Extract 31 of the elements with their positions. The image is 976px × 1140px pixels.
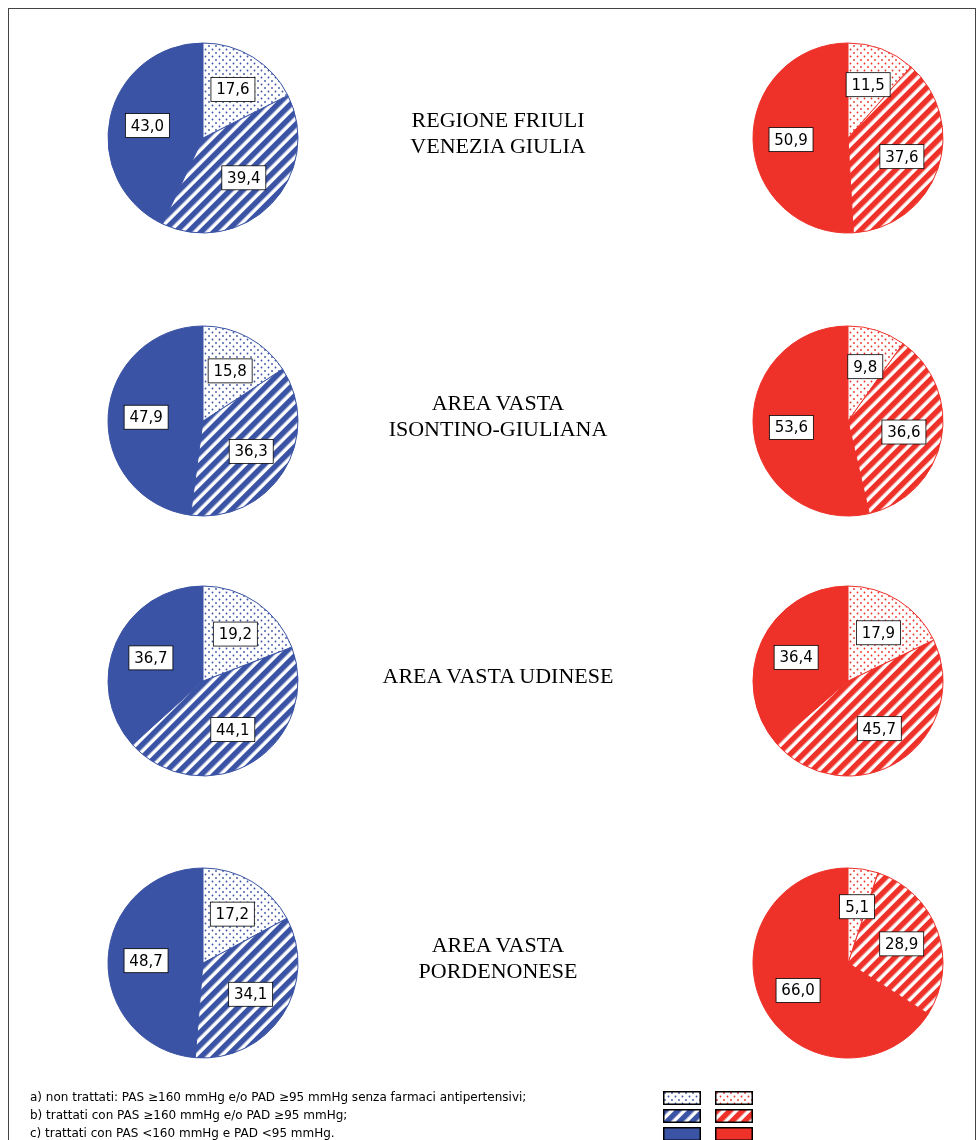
data-label: 28,9 xyxy=(884,934,919,953)
data-label: 36,3 xyxy=(234,442,268,461)
text: AREA VASTA ISONTINO-GIULIANA xyxy=(387,389,609,443)
data-label: 48,7 xyxy=(129,951,163,970)
data-label: 43,0 xyxy=(130,116,165,135)
data-label: 9,8 xyxy=(853,357,878,376)
text: a) non trattati: PAS ≥160 mmHg e/o PAD ≥95 mmHg senza farmaci antipertensivi; xyxy=(30,1089,527,1106)
data-label: 34,1 xyxy=(233,985,268,1004)
data-label: 44,1 xyxy=(216,720,250,739)
data-label: 39,4 xyxy=(227,168,261,187)
data-label: 19,2 xyxy=(218,625,253,644)
data-label: 53,6 xyxy=(774,418,809,437)
data-label: 36,6 xyxy=(887,423,921,442)
data-label: 37,6 xyxy=(885,147,919,166)
data-label: 17,6 xyxy=(216,80,250,99)
data-label: 5,1 xyxy=(845,897,870,916)
text: c) trattati con PAS <160 mmHg e PAD <95 mmHg. xyxy=(30,1125,336,1140)
data-label: 17,2 xyxy=(215,905,250,924)
data-label: 17,9 xyxy=(861,623,896,642)
text: b) trattati con PAS ≥160 mmHg e/o PAD ≥95 mmHg; xyxy=(30,1107,349,1124)
data-label: 15,8 xyxy=(213,361,247,380)
data-label: 45,7 xyxy=(862,719,896,738)
data-label: 66,0 xyxy=(781,981,815,1000)
data-label: 47,9 xyxy=(129,408,163,427)
data-label: 36,7 xyxy=(134,648,168,667)
data-label: 50,9 xyxy=(774,130,808,149)
data-label: 36,4 xyxy=(779,648,813,667)
text: AREA VASTA PORDENONESE xyxy=(417,931,579,985)
text: REGIONE FRIULI VENEZIA GIULIA xyxy=(409,106,587,160)
text: AREA VASTA UDINESE xyxy=(381,662,615,690)
data-label: 11,5 xyxy=(851,75,885,94)
